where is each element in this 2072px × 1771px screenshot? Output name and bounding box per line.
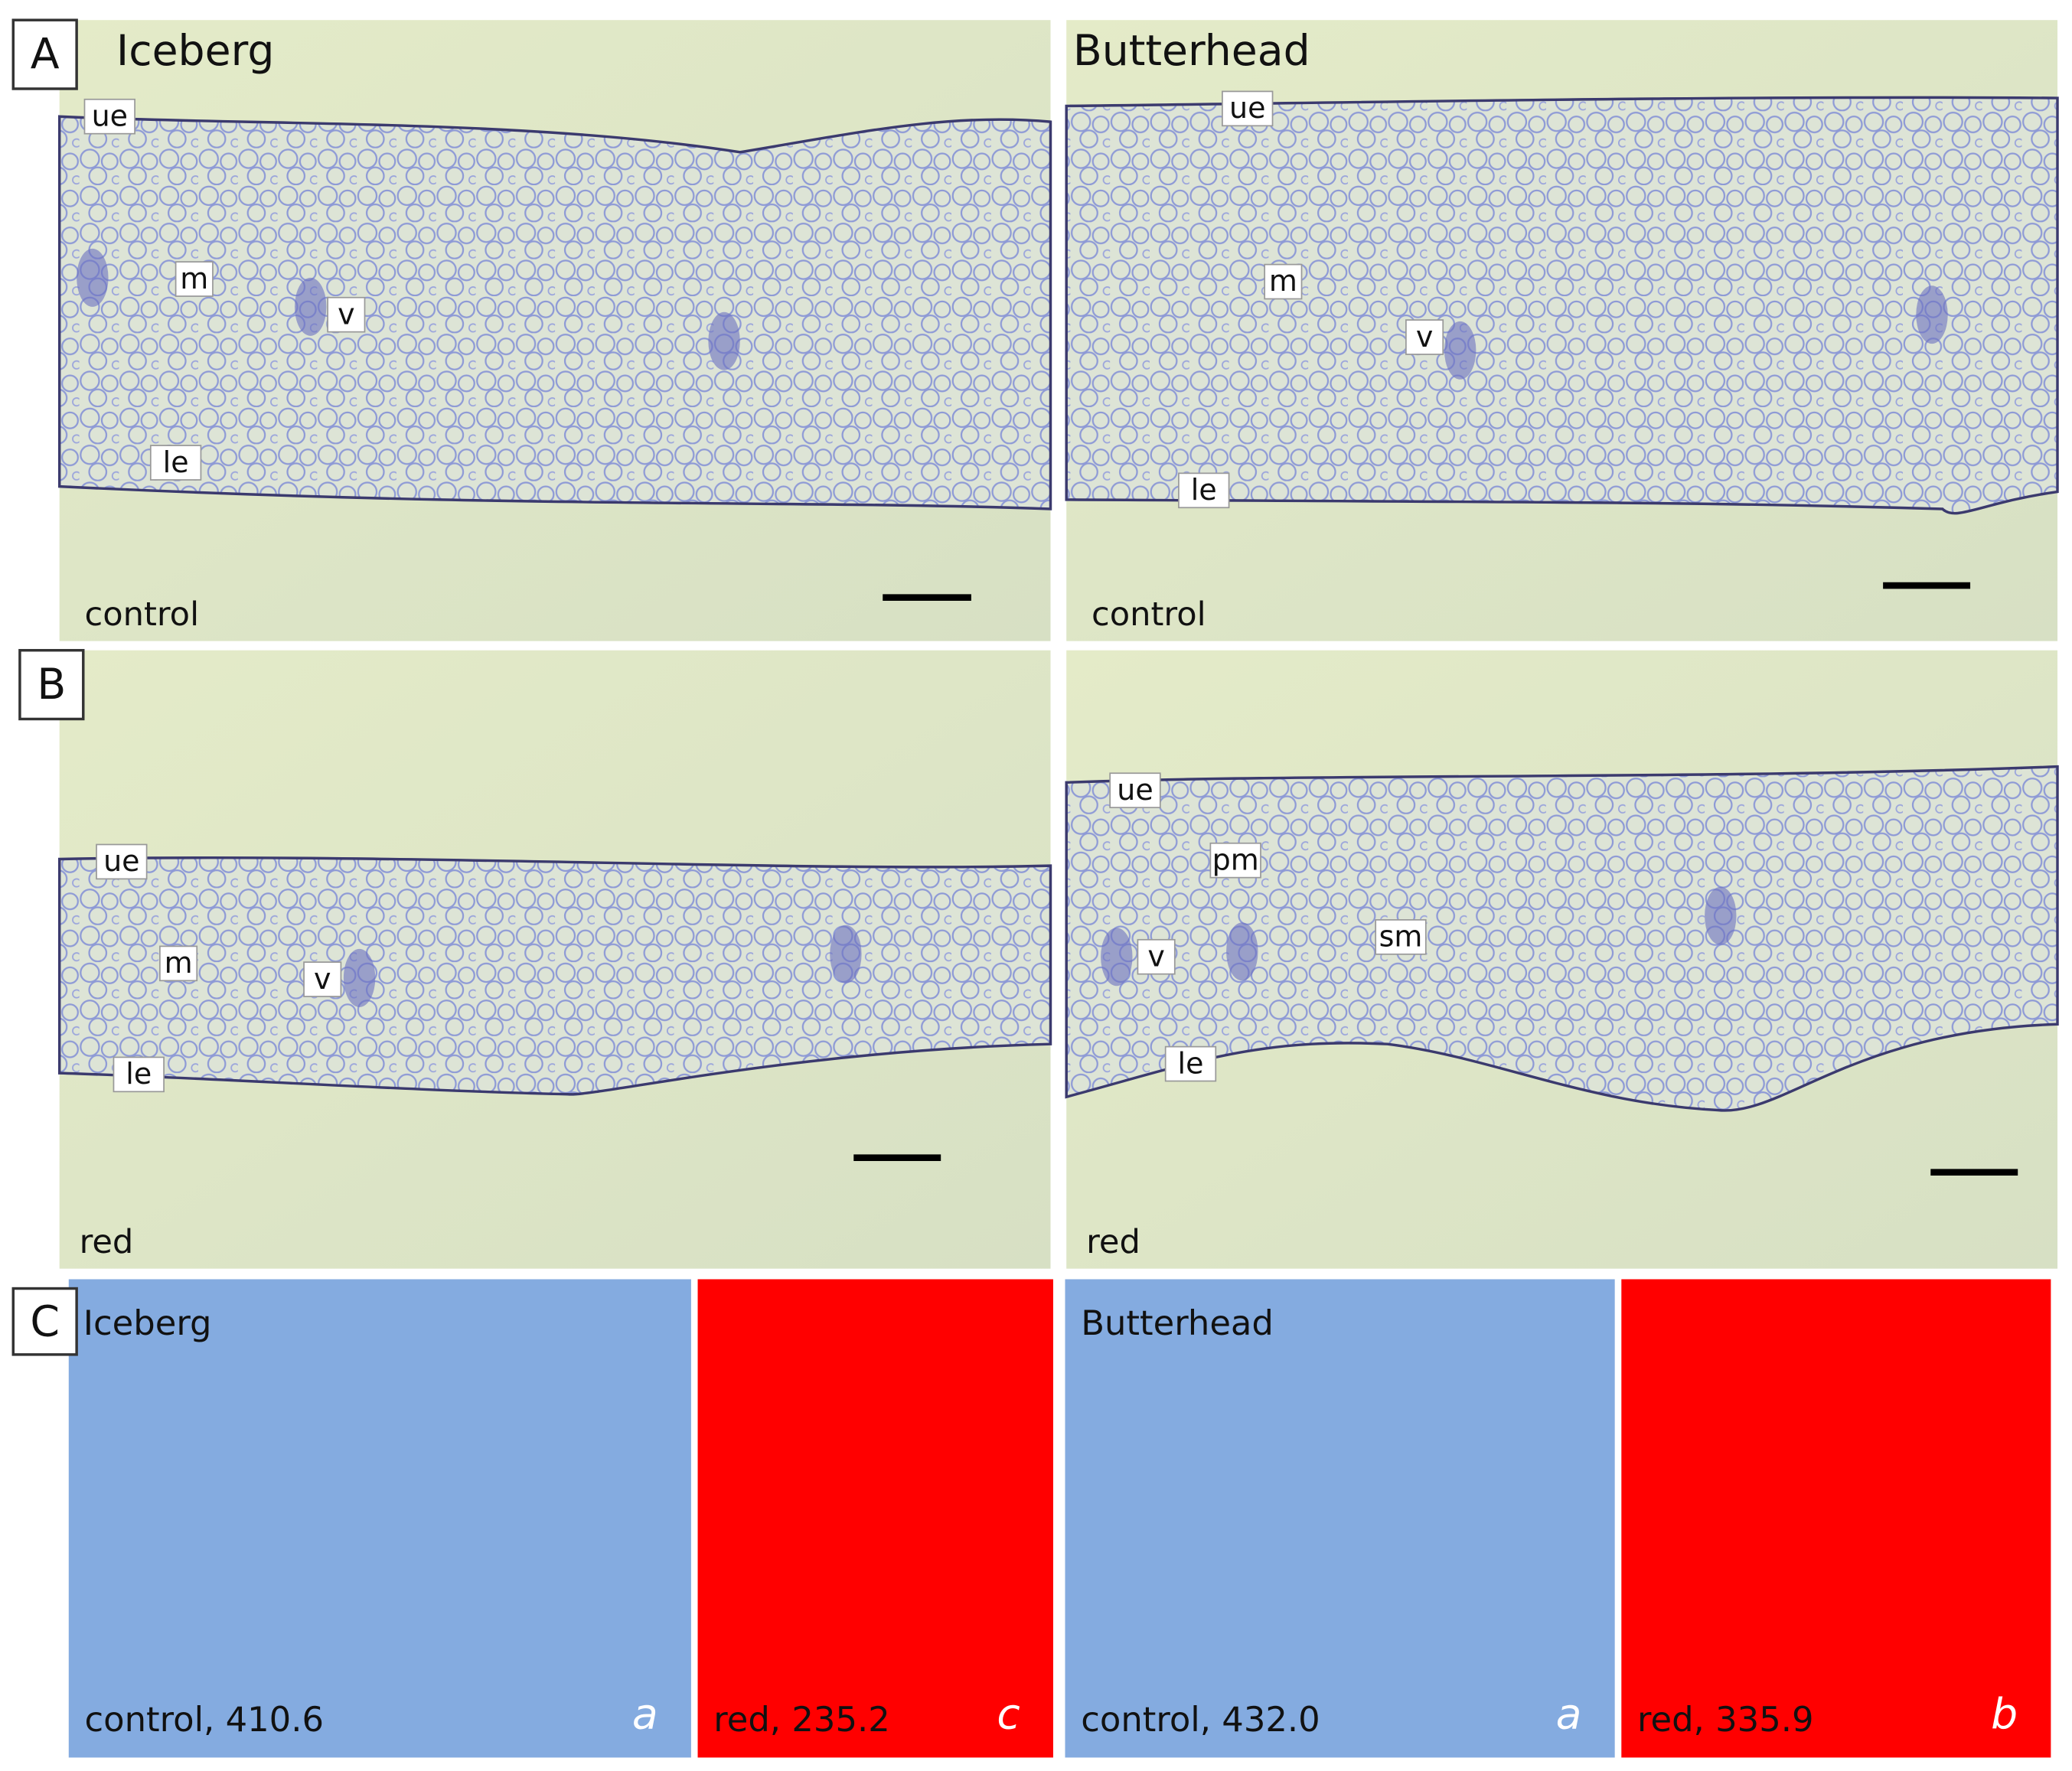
label-box [83,98,135,135]
tissue-label: m [165,946,193,980]
tissue-label: le [1191,473,1217,507]
panel-letter: B [37,660,66,709]
label-box [1264,263,1303,300]
tissue-label: v [338,297,354,331]
tissue [1065,96,2059,515]
panel-letter-box [11,18,78,90]
vascular-bundle [830,925,862,983]
panel-letter-box [11,1287,78,1356]
tissue-label: ue [92,99,128,132]
vascular-bundle [343,948,376,1007]
significance-letter: a [1556,1690,1582,1739]
area-block [68,1279,691,1758]
condition-label: control [84,595,199,634]
label-box [1405,319,1444,355]
label-box [1178,472,1230,509]
cultivar-title: Iceberg [116,27,274,76]
tissue-label: v [314,962,331,996]
tissue-label: v [1416,320,1433,354]
tissue-label: ue [103,844,139,878]
area-block [697,1279,1053,1758]
label-box [1222,90,1274,127]
block-label: control, 410.6 [84,1699,324,1740]
tissue-label: v [1147,939,1164,973]
tissue-label: le [1178,1046,1204,1080]
label-box [175,261,214,297]
significance-letter: c [997,1690,1020,1739]
vascular-bundle [1101,928,1133,987]
tissue [57,856,1052,1096]
panel-letter-box [18,648,85,721]
cultivar-name: Butterhead [1081,1303,1274,1343]
label-box [303,961,342,997]
tissue-label: le [163,445,189,479]
vascular-bundle [1916,285,1948,344]
significance-letter: b [1991,1690,2018,1739]
vascular-bundle [708,311,740,370]
label-box [1375,919,1427,955]
condition-label: red [1086,1223,1140,1261]
condition-label: control [1091,595,1206,634]
vascular-bundle [77,248,109,307]
tissue-label: ue [1229,91,1265,125]
panel-letter: C [30,1297,60,1346]
tissue-label: pm [1212,843,1259,876]
tissue-label: ue [1117,773,1153,807]
vascular-bundle [1705,886,1737,945]
tissue-label: le [126,1057,152,1091]
significance-letter: a [632,1690,658,1739]
area-block [1065,1279,1615,1758]
label-box [96,843,148,880]
tissue [57,115,1052,510]
panel-letter: A [31,31,60,80]
label-box [149,445,202,481]
area-block [1621,1279,2051,1758]
tissue-label: sm [1379,920,1423,954]
cultivar-title: Butterhead [1073,27,1310,76]
vascular-bundle [294,277,327,336]
vascular-bundle [1226,922,1258,981]
label-box [1109,772,1161,809]
block-label: control, 432.0 [1081,1699,1320,1740]
label-box [327,296,366,333]
label-box [1164,1045,1217,1082]
label-box [159,945,198,982]
cultivar-name: Iceberg [83,1303,212,1343]
block-label: red, 335.9 [1637,1699,1814,1740]
tissue-label: m [180,262,208,295]
label-box [1209,842,1261,879]
block-label: red, 235.2 [713,1699,890,1740]
label-box [1137,938,1176,975]
condition-label: red [80,1223,134,1261]
label-box [113,1056,165,1093]
vascular-bundle [1444,321,1477,380]
tissue [1065,765,2059,1112]
tissue-label: m [1269,264,1297,298]
